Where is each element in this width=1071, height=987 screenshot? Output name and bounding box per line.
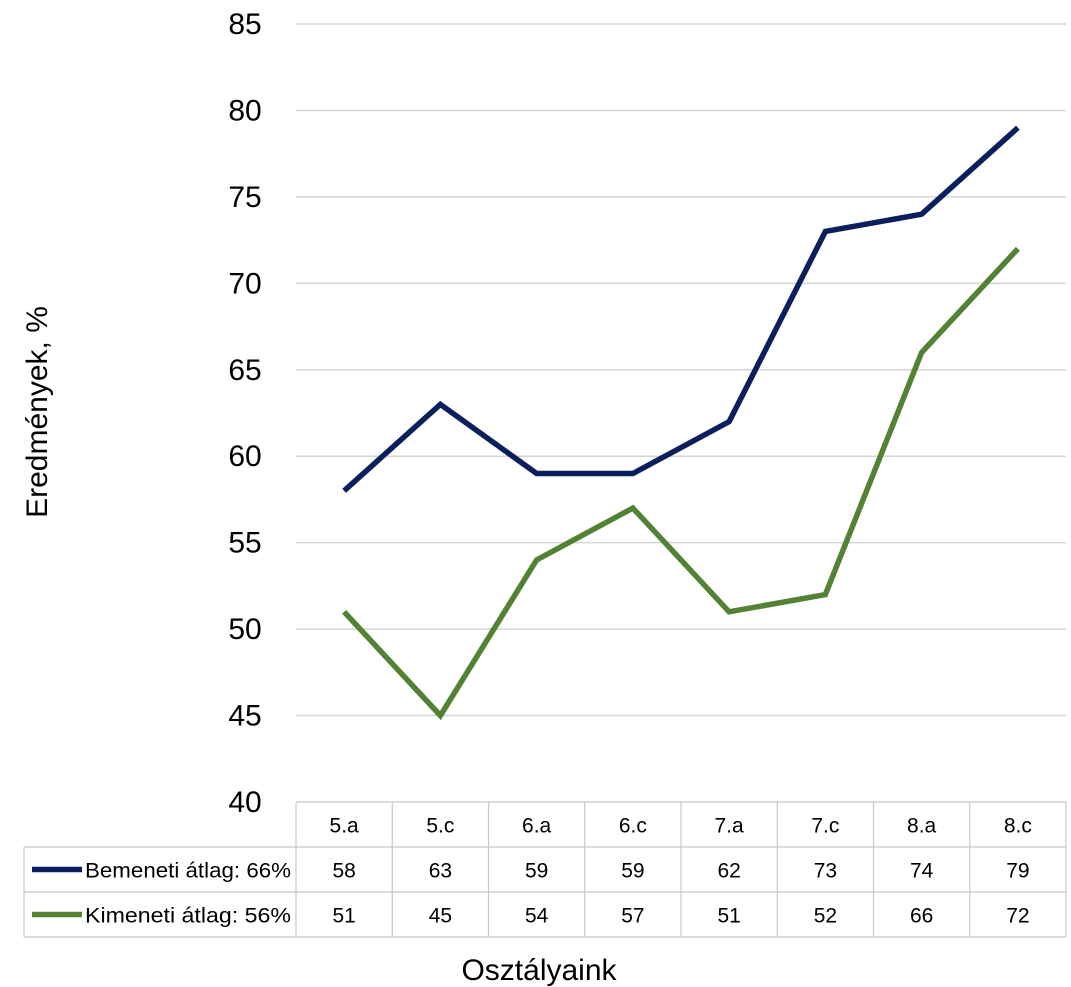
y-tick-label: 55 [228, 527, 261, 560]
y-tick-label: 75 [228, 181, 261, 214]
legend-label-2: Kimeneti átlag: 56% [85, 905, 291, 928]
data-label: 74 [910, 860, 934, 883]
x-axis-label: Osztályaink [461, 954, 617, 987]
y-tick-label: 40 [228, 786, 261, 819]
x-tick-label: 6.c [619, 815, 647, 838]
x-tick-label: 5.a [330, 815, 360, 838]
data-label: 59 [525, 860, 548, 883]
gridlines [296, 23, 1066, 717]
data-label: 62 [717, 860, 740, 883]
data-table: 5.a 5.c 6.a 6.c 7.a 7.c 8.a 8.c Bemeneti átlag: … [23, 801, 1067, 938]
y-tick-label: 45 [228, 700, 261, 733]
y-axis-label: Eredmények, % [21, 306, 54, 518]
data-label: 54 [525, 905, 549, 928]
x-tick-label: 5.c [426, 815, 454, 838]
data-label: 51 [332, 905, 355, 928]
y-axis-ticks: 40 45 50 55 60 65 70 75 80 85 [228, 8, 261, 819]
legend-label-1: Bemeneti átlag: 66% [85, 860, 291, 883]
y-tick-label: 80 [228, 94, 261, 127]
series-lines [342, 125, 1020, 721]
y-tick-label: 85 [228, 8, 261, 41]
data-label: 57 [621, 905, 644, 928]
x-tick-label: 7.a [715, 815, 745, 838]
series-line-1 [342, 125, 1020, 493]
data-label: 72 [1006, 905, 1029, 928]
data-label: 73 [814, 860, 837, 883]
data-label: 45 [429, 905, 452, 928]
data-label: 66 [910, 905, 933, 928]
series-line-2 [342, 246, 1020, 721]
data-label: 58 [332, 860, 355, 883]
data-label: 63 [429, 860, 452, 883]
x-tick-label: 6.a [522, 815, 552, 838]
data-label: 52 [814, 905, 837, 928]
x-tick-label: 8.a [907, 815, 937, 838]
y-tick-label: 50 [228, 613, 261, 646]
x-tick-label: 7.c [811, 815, 839, 838]
y-tick-label: 60 [228, 440, 261, 473]
y-tick-label: 70 [228, 267, 261, 300]
data-label: 79 [1006, 860, 1029, 883]
data-label: 51 [717, 905, 740, 928]
data-label: 59 [621, 860, 644, 883]
y-tick-label: 65 [228, 354, 261, 387]
x-tick-label: 8.c [1004, 815, 1032, 838]
